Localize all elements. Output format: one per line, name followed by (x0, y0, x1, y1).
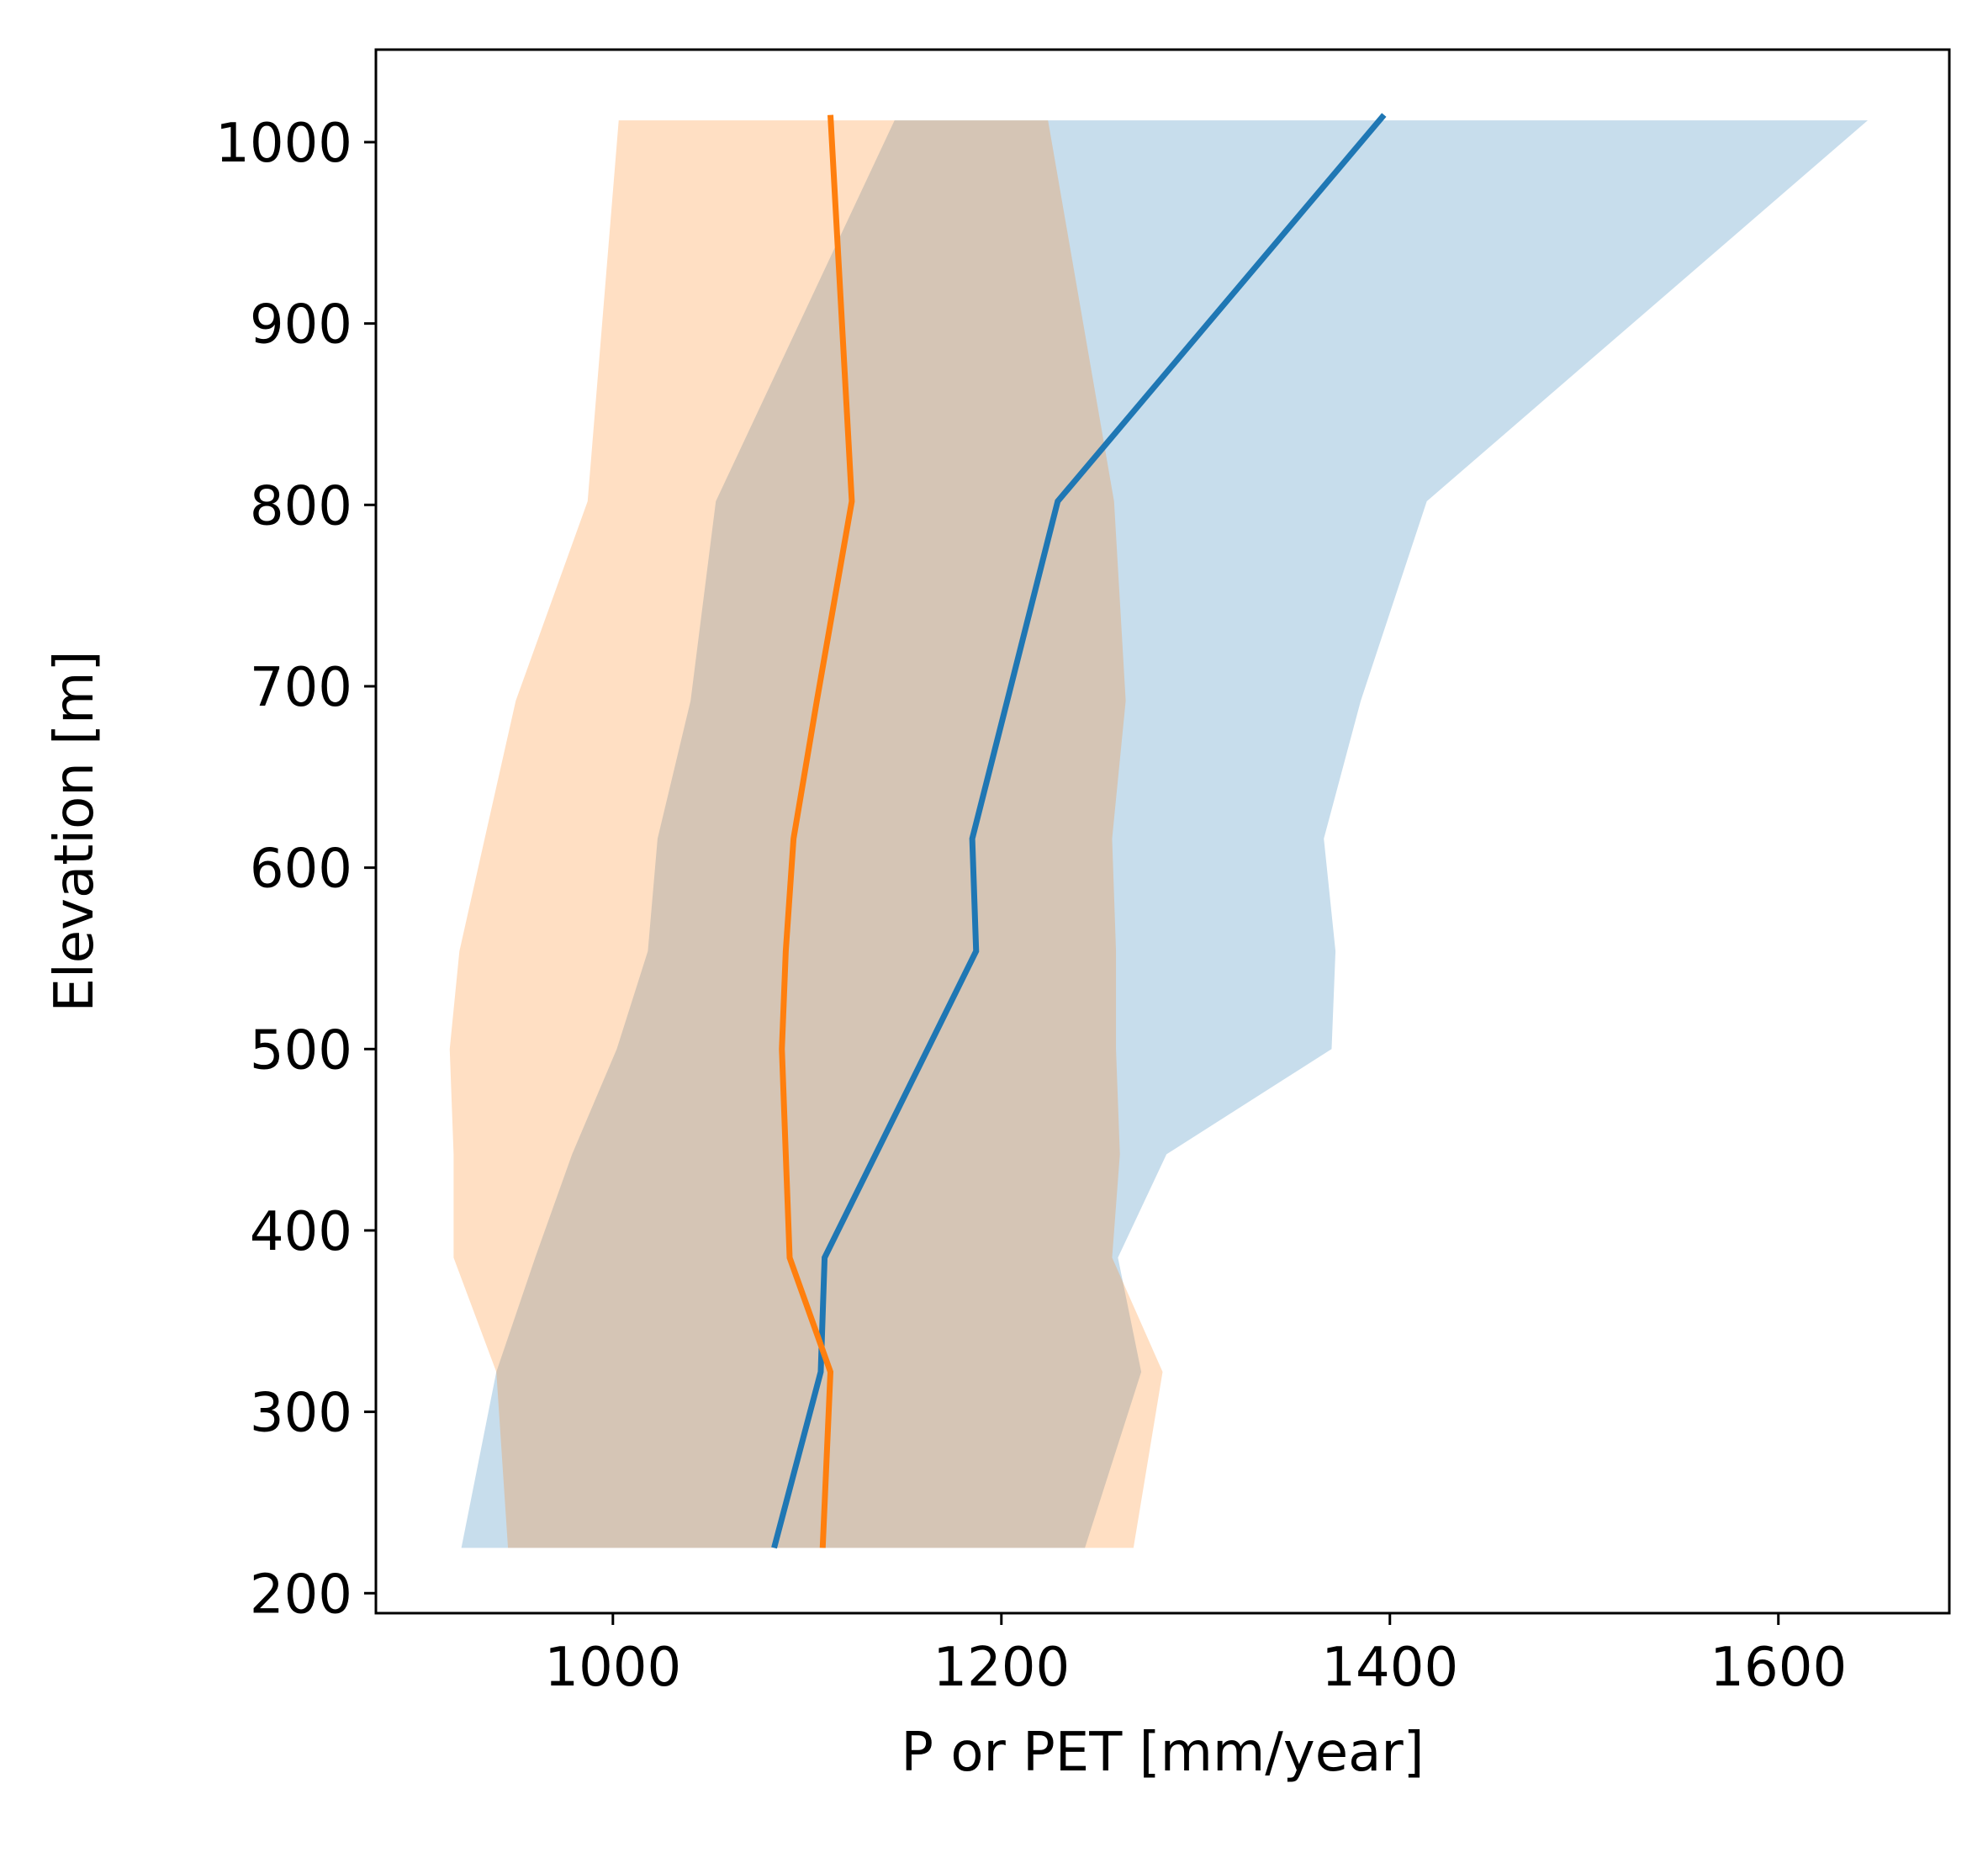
y-tick-label: 500 (250, 1019, 352, 1082)
x-tick-label: 1600 (1710, 1637, 1847, 1699)
y-axis-label: Elevation [m] (44, 651, 106, 1013)
series-line-2 (779, 114, 855, 1548)
confidence-bands (449, 120, 1868, 1548)
y-tick-label: 1000 (215, 113, 352, 175)
y-tick-label: 800 (250, 475, 352, 537)
x-tick-label: 1000 (544, 1637, 681, 1699)
x-tick-label: 1200 (933, 1637, 1070, 1699)
y-tick-label: 400 (250, 1201, 352, 1263)
x-axis-label: P or PET [mm/year] (901, 1722, 1424, 1784)
x-axis-ticks: 1000 1200 1400 1600 (544, 1613, 1847, 1699)
y-tick-label: 700 (250, 657, 352, 719)
band-2 (449, 120, 1163, 1548)
y-tick-label: 900 (250, 294, 352, 357)
y-tick-label: 600 (250, 839, 352, 901)
x-tick-label: 1400 (1321, 1637, 1458, 1699)
y-tick-label: 300 (250, 1383, 352, 1445)
series-lines (771, 113, 1387, 1549)
y-tick-label: 200 (250, 1564, 352, 1626)
axes-frame (374, 48, 1951, 1615)
y-axis-ticks: 200 300 400 500 600 700 800 900 1000 (215, 113, 376, 1626)
band-1 (461, 120, 1868, 1548)
